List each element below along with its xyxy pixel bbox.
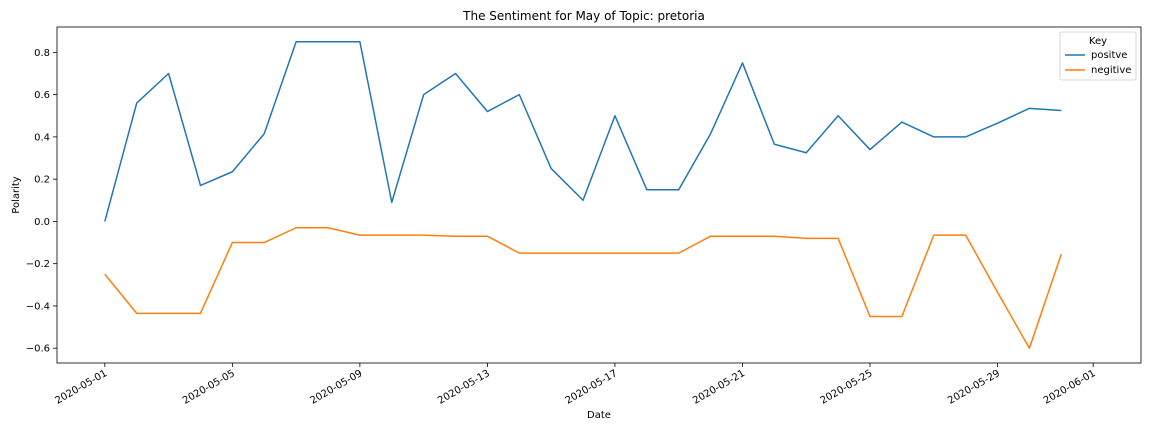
legend-entry: negitive (1091, 65, 1131, 76)
x-tick-label: 2020-05-09 (309, 368, 365, 407)
x-tick-label: 2020-05-01 (53, 368, 109, 407)
y-tick-label: −0.4 (26, 301, 50, 312)
x-tick-label: 2020-05-29 (946, 368, 1002, 407)
y-tick-label: −0.2 (26, 259, 50, 270)
y-tick-label: 0.0 (34, 217, 50, 228)
x-tick-label: 2020-05-21 (691, 368, 747, 407)
chart-title: The Sentiment for May of Topic: pretoria (462, 9, 705, 23)
series-line-negitive (104, 227, 1063, 349)
x-tick-label: 2020-05-05 (181, 368, 237, 407)
y-tick-label: 0.2 (34, 175, 50, 186)
x-tick-label: 2020-06-01 (1042, 368, 1098, 407)
legend-title: Key (1089, 36, 1107, 47)
x-tick-label: 2020-05-17 (564, 368, 620, 407)
legend-box (1059, 31, 1137, 81)
y-tick-label: 0.8 (34, 48, 50, 59)
y-tick-label: −0.6 (26, 344, 50, 355)
x-tick-label: 2020-05-25 (819, 368, 875, 407)
series-line-positve (104, 41, 1062, 222)
y-axis-label: Polarity (11, 176, 22, 214)
y-tick-label: 0.4 (34, 132, 50, 143)
y-tick-label: 0.6 (34, 90, 50, 101)
plot-area: −0.6 −0.4 −0.2 0.0 0.2 0.4 0.6 0.8 2020-05-01 202… (26, 26, 1142, 407)
legend: Key positve negitive (1059, 31, 1137, 81)
x-axis-label: Date (587, 410, 611, 421)
legend-entry: positve (1091, 50, 1127, 61)
axes-frame (56, 26, 1142, 364)
x-tick-label: 2020-05-13 (436, 368, 492, 407)
